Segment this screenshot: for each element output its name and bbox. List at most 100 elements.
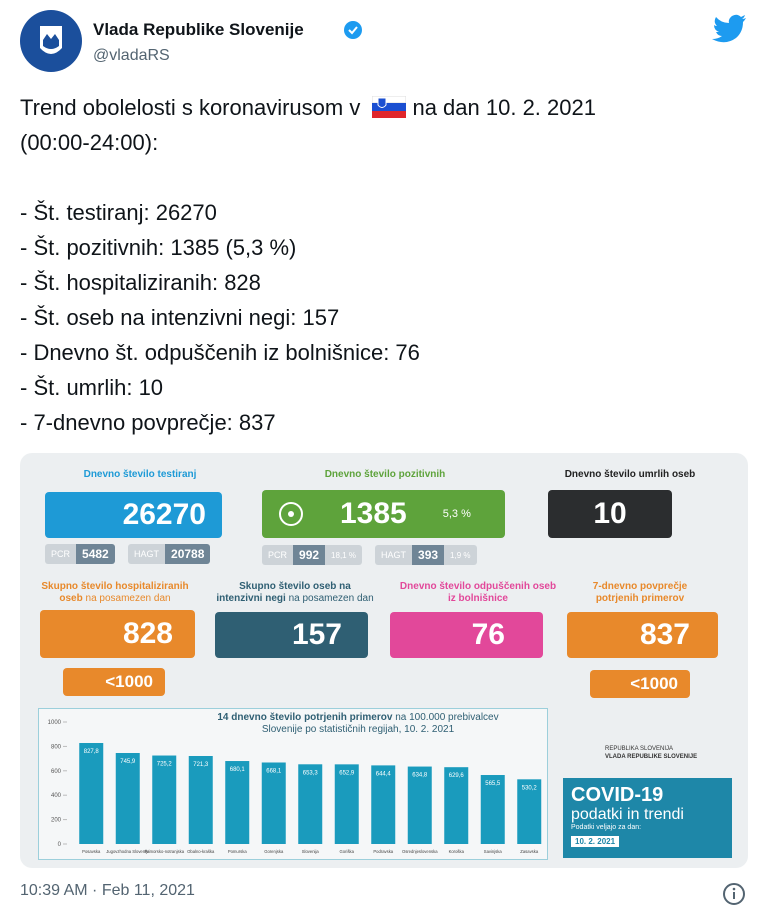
stat-list: - Št. testiranj: 26270 - Št. pozitivnih: … (20, 195, 596, 440)
text: na dan 10. 2. 2021 (412, 95, 596, 120)
text-line: - Št. umrlih: 10 (20, 375, 164, 400)
threshold: <1000 (630, 674, 678, 693)
positive-value: 1385 (340, 497, 407, 530)
title: 14 dnevno število potrjenih primerov (217, 712, 393, 723)
bar (261, 762, 286, 844)
x-tick-label: Slovenija (302, 849, 320, 854)
tests-value: 26270 (122, 498, 206, 531)
avatar (20, 10, 82, 72)
title-rest: na posamezen dan (85, 593, 171, 604)
y-tick-label: 1000 (48, 720, 62, 726)
average-threshold: <1000 (590, 670, 690, 698)
flag-icon (371, 95, 407, 118)
x-tick-label: Primorsko-notranjska (144, 849, 184, 854)
deaths-title: Dnevno število umrlih oseb (564, 469, 696, 480)
text-line: - Št. pozitivnih: 1385 (5,3 %) (20, 235, 297, 260)
label: PCR (262, 545, 294, 565)
share: 18,1 % (325, 545, 362, 565)
bar (115, 753, 140, 844)
tests-box: 26270 (45, 492, 222, 538)
x-tick-label: Savinjska (484, 849, 503, 854)
x-tick-label: Osrednjeslovenska (402, 849, 438, 854)
value-label: 530,2 (522, 785, 538, 791)
average-title: 7-dnevno povprečje potrjenih primerov (592, 581, 688, 604)
y-tick-label: 800 (51, 744, 62, 750)
hagt-tests: HAGT 20788 (128, 544, 211, 564)
logo-line: VLADA REPUBLIKE SLOVENIJE (605, 754, 698, 760)
text-line: (00:00-24:00): (20, 130, 159, 155)
pcr-positive: PCR 992 18,1 % (262, 545, 362, 565)
covid-title: COVID-19 (571, 784, 664, 806)
timestamp[interactable]: 10:39 AM · Feb 11, 2021 (20, 882, 195, 899)
title: Skupno število hospitaliziranih oseb (41, 581, 189, 604)
x-tick-label: Gorenjska (264, 849, 284, 854)
x-tick-label: Obalno-kraška (187, 849, 215, 854)
title-rest: na posamezen dan (288, 593, 374, 604)
hospitalized-box: 828 (40, 610, 195, 658)
text-line: - Dnevno št. odpuščenih iz bolnišnice: 7… (20, 340, 420, 365)
value-label: 680,1 (230, 767, 246, 773)
bar (225, 761, 250, 844)
account-handle[interactable]: @vladaRS (93, 47, 170, 64)
threshold: <1000 (105, 672, 153, 691)
value-label: 629,6 (449, 773, 465, 779)
covid-subtitle: podatki in trendi (571, 806, 684, 823)
y-tick-label: 600 (51, 769, 62, 775)
value: 5482 (76, 544, 115, 564)
value: 20788 (165, 544, 211, 564)
value-label: 745,9 (120, 759, 136, 765)
infographic[interactable]: Dnevno število testiranj 26270 PCR 5482 H… (20, 453, 748, 868)
icu-value: 157 (291, 618, 342, 651)
x-tick-label: Pomurska (228, 849, 248, 854)
title-rest: na 100.000 prebivalcev Slovenije po stat… (261, 712, 499, 735)
chart-title: 14 dnevno število potrjenih primerov na … (198, 712, 518, 736)
value-label: 565,5 (485, 781, 501, 787)
virus-icon (279, 502, 303, 526)
bar (334, 764, 359, 844)
verified-badge (344, 21, 362, 39)
hospitalized-threshold: <1000 (63, 668, 165, 696)
x-tick-label: Podravska (373, 849, 393, 854)
icu-title: Skupno število oseb na intenzivni negi n… (215, 581, 375, 605)
account-name[interactable]: Vlada Republike Slovenije (93, 20, 304, 39)
bar (298, 764, 323, 844)
value: 992 (293, 545, 326, 565)
bar (79, 743, 104, 844)
tests-title: Dnevno število testiranj (83, 469, 197, 480)
text: Trend obolelosti s koronavirusom v (20, 95, 361, 120)
share: 1,9 % (444, 545, 477, 565)
hospitalized-value: 828 (122, 617, 173, 650)
info-icon[interactable] (722, 882, 746, 906)
discharged-box: 76 (390, 612, 543, 658)
label: HAGT (375, 545, 413, 565)
bar (407, 766, 432, 844)
text-line: - Št. testiranj: 26270 (20, 200, 217, 225)
label: PCR (45, 544, 77, 564)
bar (152, 755, 177, 844)
covid-panel: COVID-19 podatki in trendi Podatki velja… (563, 778, 732, 858)
tweet-text: Trend obolelosti s koronavirusom v na da… (20, 90, 596, 440)
x-tick-label: Posavska (82, 849, 101, 854)
covid-date: 10. 2. 2021 (571, 836, 620, 847)
text-line: - 7-dnevno povprečje: 837 (20, 410, 276, 435)
y-tick-label: 200 (51, 818, 62, 824)
bar (444, 767, 469, 844)
deaths-box: 10 (548, 490, 672, 538)
bar-chart: 0 200 400 600 800 1000 827,8 Posavska 745,9 Jugov… (38, 708, 548, 860)
bar (480, 775, 505, 844)
positive-share: 5,3 % (442, 508, 471, 520)
pcr-tests: PCR 5482 (45, 544, 115, 564)
logo-line: REPUBLIKA SLOVENIJA (605, 746, 674, 752)
x-tick-label: Jugovzhodna Slovenija (106, 849, 150, 854)
value-label: 644,4 (376, 771, 392, 777)
twitter-logo[interactable] (712, 14, 748, 44)
icu-box: 157 (215, 612, 368, 658)
hospitalized-title: Skupno število hospitaliziranih oseb na … (35, 581, 195, 605)
text-line: Trend obolelosti s koronavirusom v na da… (20, 90, 596, 125)
x-tick-label: Zasavska (520, 849, 539, 854)
label: HAGT (128, 544, 166, 564)
value: 393 (412, 545, 445, 565)
x-tick-label: Goriška (340, 849, 355, 854)
bar (188, 756, 213, 844)
